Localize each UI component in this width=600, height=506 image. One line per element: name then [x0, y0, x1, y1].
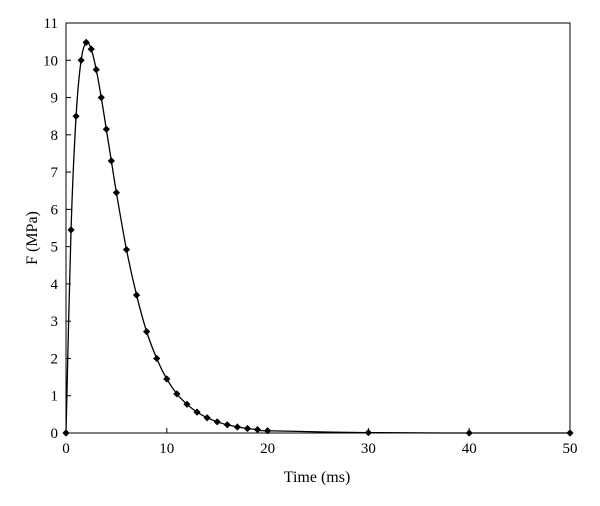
data-point: [62, 429, 70, 437]
series-layer: [62, 38, 574, 437]
data-point: [132, 291, 141, 299]
x-tick-label: 50: [563, 441, 578, 457]
y-tick-label: 0: [51, 426, 59, 442]
data-point: [153, 354, 161, 363]
y-axis-ticks: 0 1 2 3 4 5 6 7 8 9 10 11: [43, 16, 71, 442]
x-tick-label: 20: [260, 441, 275, 457]
data-point: [87, 45, 95, 53]
data-point: [243, 424, 252, 433]
data-point: [77, 56, 85, 64]
series-line: [65, 41, 570, 434]
plot-border: [65, 22, 571, 434]
data-point: [213, 418, 221, 426]
x-axis-title: Time (ms): [284, 469, 351, 486]
data-point: [264, 427, 272, 435]
data-point: [143, 328, 151, 336]
data-point: [72, 112, 80, 120]
y-tick-label: 3: [51, 314, 59, 330]
y-tick-label: 6: [51, 202, 59, 218]
y-tick-label: 9: [51, 91, 59, 107]
data-point: [92, 65, 100, 74]
y-tick-label: 2: [51, 351, 59, 367]
x-tick-label: 0: [62, 441, 70, 457]
y-tick-label: 10: [43, 53, 58, 69]
x-tick-label: 30: [361, 441, 376, 457]
data-point: [193, 408, 201, 416]
data-point: [203, 414, 211, 422]
y-tick-label: 7: [51, 165, 59, 181]
y-tick-label: 1: [51, 389, 59, 405]
x-tick-label: 40: [462, 441, 477, 457]
data-point: [253, 426, 262, 434]
y-tick-label: 5: [51, 240, 59, 256]
data-point: [122, 246, 131, 254]
data-point: [465, 429, 473, 437]
data-point: [112, 188, 120, 197]
data-point: [82, 38, 90, 46]
data-point: [97, 93, 105, 102]
y-tick-label: 8: [51, 128, 59, 144]
data-point: [364, 429, 372, 437]
x-tick-label: 10: [159, 441, 174, 457]
data-point: [102, 125, 110, 133]
data-point: [183, 400, 191, 408]
data-point: [163, 375, 171, 383]
data-point: [233, 423, 241, 431]
y-tick-label: 4: [51, 277, 59, 293]
plot-frame: [65, 22, 571, 434]
y-axis-title: F (MPa): [24, 211, 41, 265]
data-point: [107, 157, 115, 165]
data-point: [566, 429, 574, 437]
data-point: [67, 226, 75, 234]
data-point: [223, 421, 231, 429]
data-point: [173, 390, 181, 398]
y-tick-label: 11: [44, 16, 58, 32]
